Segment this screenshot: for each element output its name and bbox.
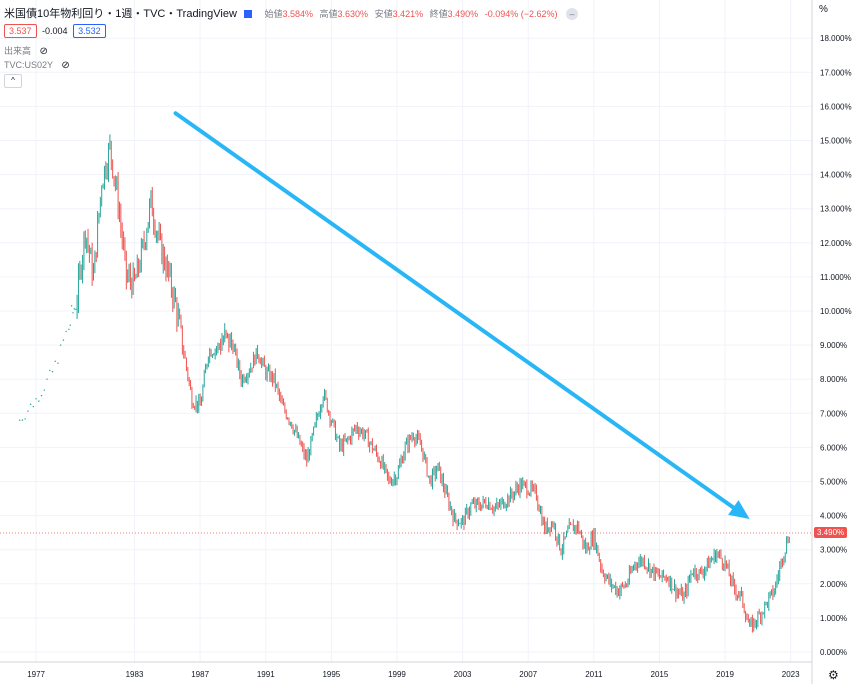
last-price-label: 3.490% (814, 527, 848, 538)
y-tick-label: 0.000% (820, 648, 847, 657)
compare-indicator[interactable]: TVC:US02Y ⊘ (4, 60, 70, 71)
data-point (54, 360, 56, 363)
data-point (27, 410, 29, 412)
eye-hidden-icon[interactable]: ⊘ (39, 46, 48, 57)
y-tick-label: 2.000% (820, 580, 847, 589)
minimize-icon[interactable]: – (566, 8, 579, 21)
symbol-title[interactable]: 米国債10年物利回り・1週・TVC・TradingView (4, 8, 237, 20)
data-point (18, 419, 21, 421)
data-point (57, 362, 59, 364)
open-value: 3.584% (282, 9, 313, 19)
low-value: 3.421% (392, 9, 424, 19)
close-value: 3.490% (447, 9, 479, 19)
open-label: 始値 (264, 9, 283, 19)
percent-scale-icon[interactable]: % (819, 4, 828, 15)
x-tick-label: 2015 (651, 670, 669, 679)
data-point (51, 371, 54, 373)
gear-icon[interactable]: ⚙ (828, 668, 839, 682)
y-tick-label: 13.000% (820, 205, 852, 214)
x-tick-label: 1977 (27, 670, 45, 679)
data-point (75, 308, 77, 311)
y-tick-label: 5.000% (820, 478, 847, 487)
data-point (21, 419, 24, 421)
data-point (32, 405, 35, 408)
y-tick-label: 12.000% (820, 239, 852, 248)
y-tick-label: 7.000% (820, 409, 847, 418)
x-tick-label: 2011 (585, 670, 603, 679)
y-tick-label: 18.000% (820, 34, 852, 43)
data-point (40, 394, 43, 397)
data-point (43, 389, 45, 391)
data-point (38, 400, 40, 402)
y-tick-label: 11.000% (820, 273, 851, 282)
x-tick-label: 1983 (126, 670, 144, 679)
data-point (59, 344, 62, 346)
collapse-legend-button[interactable]: ^ (4, 74, 22, 88)
low-label: 安値 (374, 9, 393, 19)
data-point (69, 324, 71, 326)
compare-label: TVC:US02Y (4, 60, 53, 70)
data-point (35, 398, 37, 400)
x-tick-label: 2019 (716, 670, 734, 679)
y-tick-label: 8.000% (820, 375, 847, 384)
x-tick-label: 2007 (519, 670, 537, 679)
x-tick-label: 1995 (322, 670, 340, 679)
y-tick-label: 14.000% (820, 171, 852, 180)
y-tick-label: 4.000% (820, 512, 847, 521)
close-label: 終値 (429, 9, 448, 19)
volume-indicator[interactable]: 出来高 ⊘ (4, 44, 48, 57)
y-tick-label: 10.000% (820, 307, 852, 316)
spread-value: -0.004 (42, 26, 68, 36)
x-tick-label: 1991 (257, 670, 275, 679)
y-tick-label: 6.000% (820, 443, 847, 452)
data-point (70, 305, 73, 307)
trend-arrow-head (728, 500, 750, 520)
x-tick-label: 2003 (454, 670, 472, 679)
data-point (65, 330, 67, 333)
sell-button[interactable]: 3.537 (4, 24, 37, 38)
data-point (29, 403, 32, 406)
eye-hidden-icon[interactable]: ⊘ (61, 60, 70, 71)
y-tick-label: 1.000% (820, 614, 847, 623)
trend-arrow-line (173, 111, 736, 510)
data-point (73, 308, 76, 310)
y-tick-label: 9.000% (820, 341, 847, 350)
volume-label: 出来高 (4, 46, 32, 56)
data-point (49, 369, 51, 372)
y-tick-label: 15.000% (820, 137, 852, 146)
data-point (62, 339, 65, 341)
x-tick-label: 1987 (191, 670, 209, 679)
data-point (72, 312, 74, 314)
y-tick-label: 3.000% (820, 546, 847, 555)
data-point (24, 418, 26, 420)
y-tick-label: 16.000% (820, 102, 852, 111)
chart-legend: 米国債10年物利回り・1週・TVC・TradingView 始値3.584% 高… (4, 5, 579, 21)
change-value: -0.094% (−2.62%) (484, 9, 558, 19)
data-point (46, 378, 48, 380)
high-label: 高値 (319, 9, 338, 19)
ohlc-values: 始値3.584% 高値3.630% 安値3.421% 終値3.490% -0.0… (264, 9, 560, 19)
high-value: 3.630% (337, 9, 369, 19)
bid-ask-row: 3.537 -0.004 3.532 (4, 24, 106, 38)
data-point (68, 328, 70, 331)
flag-icon (243, 10, 252, 19)
y-tick-label: 17.000% (820, 68, 852, 77)
x-tick-label: 2023 (782, 670, 800, 679)
x-tick-label: 1999 (388, 670, 406, 679)
buy-button[interactable]: 3.532 (73, 24, 106, 38)
